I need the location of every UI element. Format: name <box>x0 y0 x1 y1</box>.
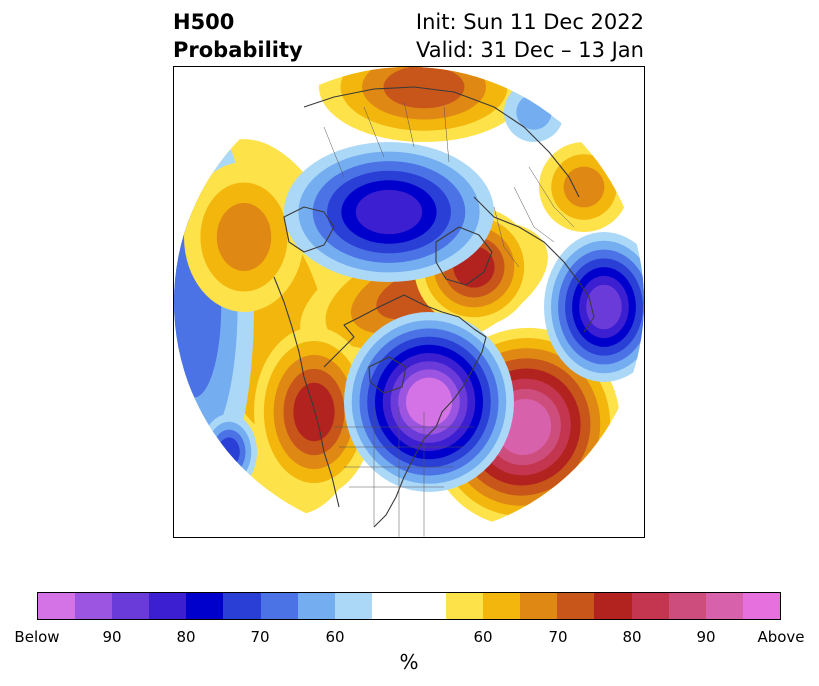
colorbar-unit-label: % <box>399 650 419 674</box>
colorbar-segment <box>631 593 669 619</box>
colorbar <box>37 592 781 620</box>
colorbar-tick-label: Below <box>14 628 60 646</box>
below-patch-north <box>504 82 564 142</box>
borders <box>323 101 575 537</box>
below-trough-pacific-contour <box>218 437 240 467</box>
below-trough-siberia <box>284 142 494 282</box>
coastline-greenland <box>435 226 493 286</box>
colorbar-tick-label: 70 <box>548 628 568 646</box>
anomaly-contours <box>174 67 644 527</box>
colorbar-neutral-segment <box>371 593 447 619</box>
colorbar-segment <box>186 593 224 619</box>
below-trough-europe-contour <box>586 284 622 330</box>
above-ridge-alaska-contour <box>293 382 335 442</box>
above-ridge-nw-contour <box>216 203 272 271</box>
above-ridge-north-contour <box>383 67 465 109</box>
above-ridge-north <box>319 67 529 142</box>
colorbar-segment <box>705 593 743 619</box>
above-ridge-europe-contour <box>563 166 605 208</box>
colorbar-segment <box>75 593 113 619</box>
colorbar-segment <box>483 593 521 619</box>
probability-map <box>174 67 644 537</box>
colorbar-tick-label: 60 <box>473 628 493 646</box>
colorbar-segment <box>446 593 484 619</box>
colorbar-segment <box>223 593 261 619</box>
colorbar-tick-label: 90 <box>102 628 122 646</box>
colorbar-segment <box>668 593 706 619</box>
colorbar-segment <box>334 593 372 619</box>
colorbar-segment <box>742 593 780 619</box>
map-title-right: Init: Sun 11 Dec 2022 Valid: 31 Dec – 13… <box>415 10 644 62</box>
colorbar-tick-label: 80 <box>622 628 642 646</box>
below-trough-pacific <box>201 414 257 490</box>
coastline-alaska <box>283 206 335 253</box>
below-trough-siberia-contour <box>355 189 423 235</box>
map-title-left: H500 Probability <box>173 10 303 62</box>
below-patch-north-contour <box>516 94 552 130</box>
colorbar-segment <box>520 593 558 619</box>
coastline-asia <box>303 86 580 198</box>
colorbar-tick-label: 90 <box>696 628 716 646</box>
below-trough-east-na-contour <box>405 377 453 427</box>
colorbar-segment <box>38 593 76 619</box>
below-trough-east-na <box>344 312 514 492</box>
colorbar-segment <box>594 593 632 619</box>
colorbar-tick-label: 70 <box>250 628 270 646</box>
colorbar-segment <box>260 593 298 619</box>
coastline-hudson-bay <box>368 356 407 394</box>
above-ridge-nw <box>184 162 304 312</box>
colorbar-segment <box>112 593 150 619</box>
coastline-north-america <box>323 294 487 528</box>
map-panel <box>173 66 645 538</box>
above-ridge-alaska <box>254 327 374 497</box>
colorbar-segment <box>557 593 595 619</box>
coastline-europe <box>473 196 595 333</box>
colorbar-segment <box>149 593 187 619</box>
below-trough-europe <box>544 232 644 382</box>
coastlines <box>273 86 595 528</box>
colorbar-segment <box>297 593 335 619</box>
colorbar-tick-label: 80 <box>176 628 196 646</box>
colorbar-tick-label: 60 <box>325 628 345 646</box>
colorbar-tick-label: Above <box>757 628 805 646</box>
coastline-west-na <box>273 276 340 508</box>
